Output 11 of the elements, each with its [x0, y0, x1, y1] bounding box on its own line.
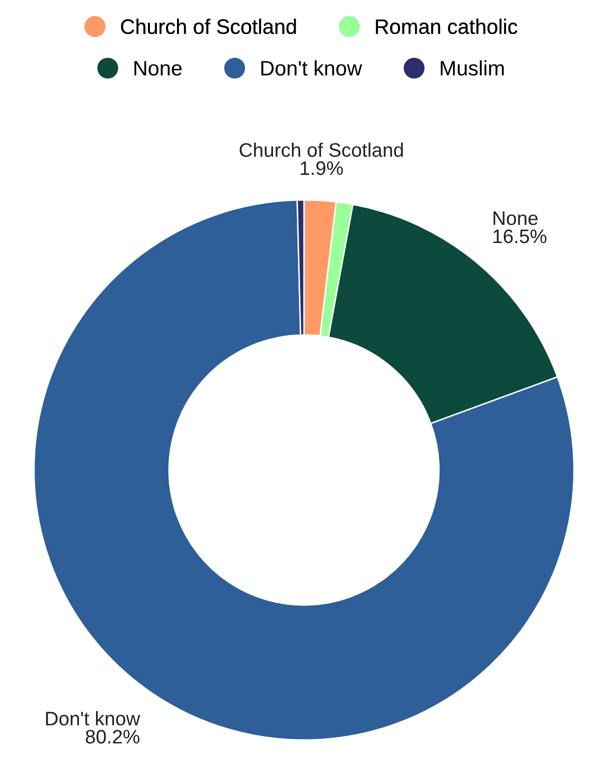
data-label: 16.5%	[493, 229, 546, 244]
legend-label: Muslim	[440, 60, 504, 76]
slice-label: None	[494, 212, 538, 226]
data-label: 80.2%	[86, 730, 140, 744]
slice-label: Don't know	[46, 711, 140, 726]
legend-label: Don't know	[261, 60, 362, 76]
data-label: 1.9%	[300, 161, 343, 176]
legend-label: None	[134, 61, 182, 76]
legend-label: Church of Scotland	[121, 18, 296, 34]
slice-label: Church of Scotland	[240, 142, 403, 157]
legend-label: Roman catholic	[376, 18, 518, 34]
